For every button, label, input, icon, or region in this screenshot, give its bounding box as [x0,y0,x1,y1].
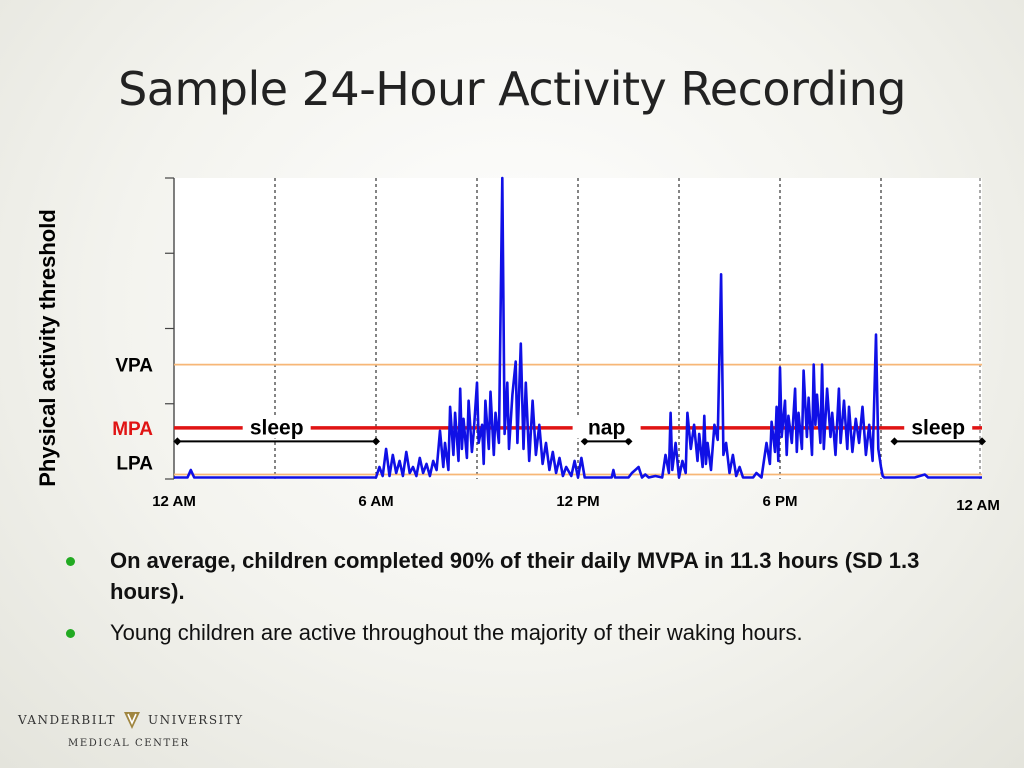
bullet-text-2: Young children are active throughout the… [110,620,803,645]
x-tick-label: 12 AM [152,493,196,510]
activity-series-line [174,176,982,479]
span-label-sleep-0: sleep [250,416,304,439]
span-label-bg [904,416,973,439]
university-logo: VANDERBILT UNIVERSITY MEDICAL CENTER [18,709,248,759]
threshold-label-vpa: VPA [115,356,153,377]
bullet-text-1: On average, children completed 90% of th… [110,548,920,604]
bullet-dot-icon [66,629,75,638]
span-label-nap-1: nap [588,416,625,439]
bullet-item-1: On average, children completed 90% of th… [60,545,940,607]
x-tick-label: 6 AM [358,493,393,510]
threshold-label-lpa: LPA [116,453,153,474]
span-start-marker [173,437,182,446]
logo-name-right: UNIVERSITY [148,713,244,727]
span-end-marker [978,437,986,446]
span-end-marker [372,437,380,446]
x-tick-label: 12 AM [956,497,1000,514]
threshold-label-mpa: MPA [112,419,153,440]
shield-v-icon [124,712,140,729]
span-label-bg [242,416,311,439]
bullet-item-2: Young children are active throughout the… [60,617,940,648]
span-end-marker [624,437,633,446]
span-start-marker [580,437,589,446]
span-label-bg [572,416,641,439]
slide-title: Sample 24-Hour Activity Recording [118,62,906,116]
bullet-dot-icon [66,557,75,566]
logo-wordmark: VANDERBILT UNIVERSITY [18,709,244,731]
activity-chart: VPA MPA LPA sleep nap sleep 12 AM 6 AM 12 PM 6 PM… [112,176,1000,514]
span-start-marker [890,437,899,446]
logo-subline: MEDICAL CENTER [68,738,190,749]
x-tick-label: 12 PM [556,493,599,510]
span-label-sleep-2: sleep [911,416,965,439]
logo-name-left: VANDERBILT [18,713,116,727]
x-tick-label: 6 PM [762,493,797,510]
bullet-list: On average, children completed 90% of th… [60,545,940,658]
y-axis-title-container: Physical activity threshold [30,172,66,524]
y-axis-title: Physical activity threshold [35,209,60,487]
